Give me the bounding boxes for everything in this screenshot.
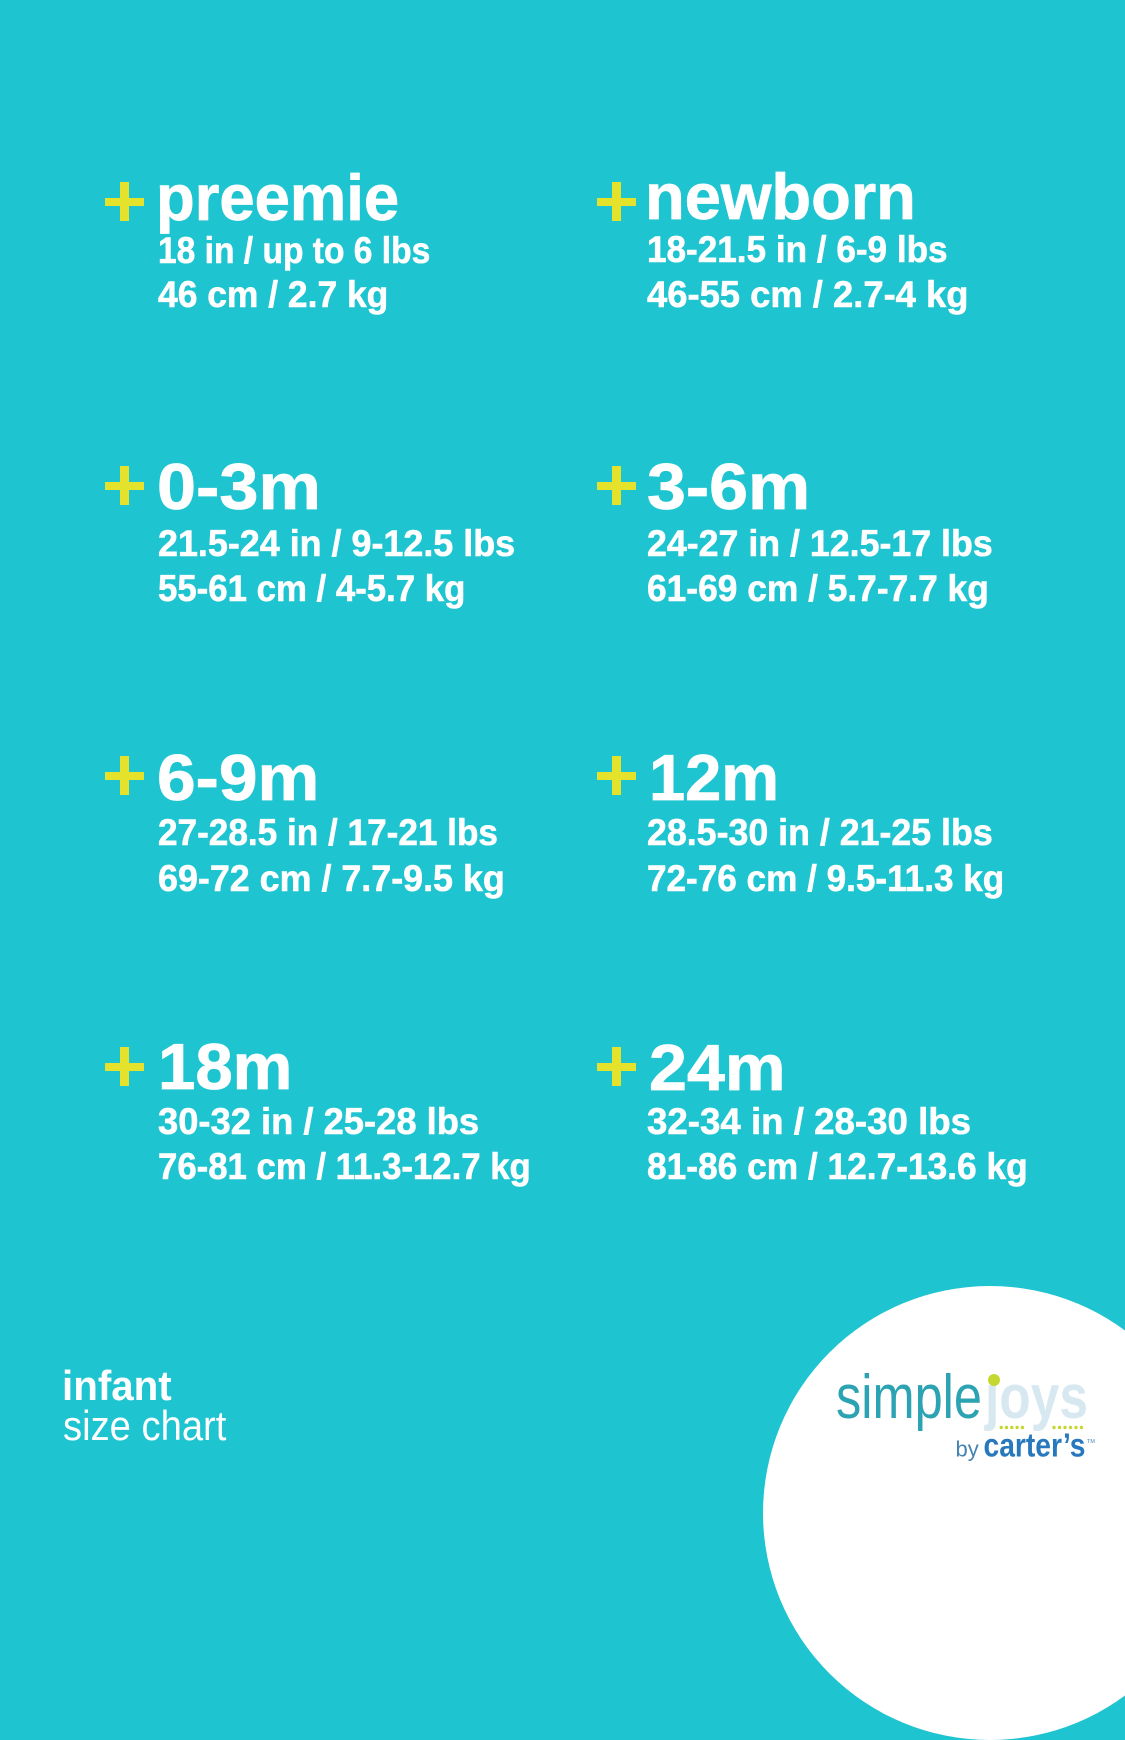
svg-text:ȷoys: ȷoys [984, 1363, 1088, 1432]
svg-text:by: by [956, 1437, 979, 1462]
svg-text:simple: simple [836, 1363, 982, 1432]
svg-text:TM: TM [1087, 1439, 1095, 1445]
svg-text:carter’s: carter’s [984, 1428, 1086, 1465]
